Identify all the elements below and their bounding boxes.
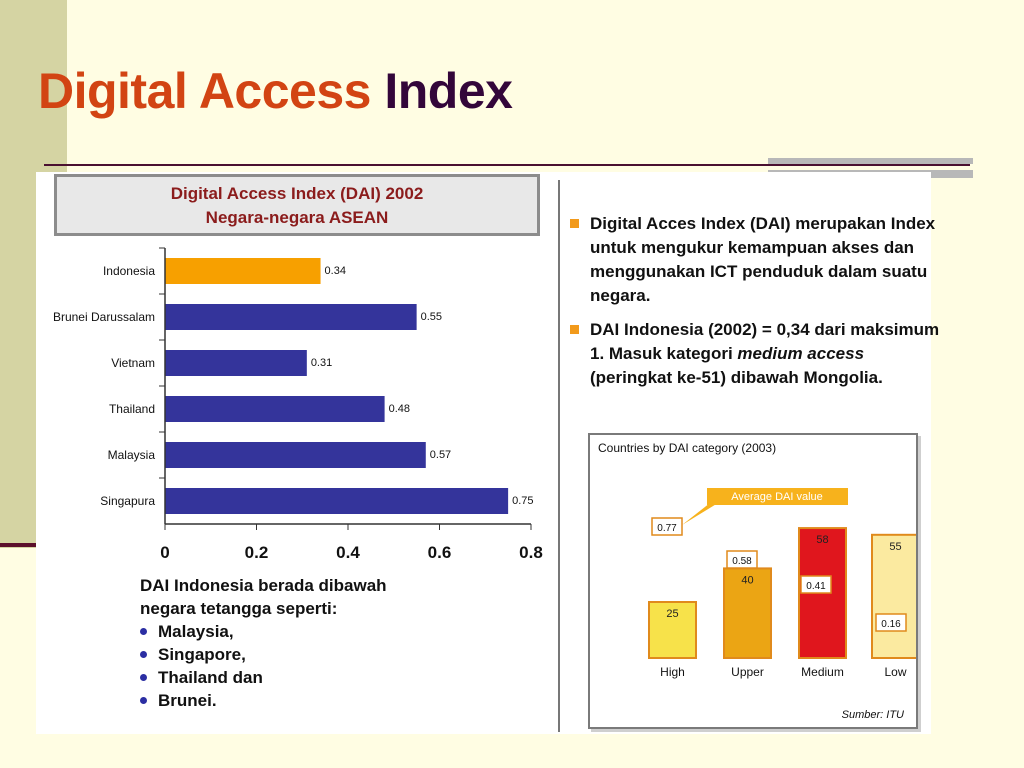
category-label: Brunei Darussalam bbox=[53, 310, 155, 324]
average-label: 0.58 bbox=[732, 556, 752, 567]
value-label: 0.55 bbox=[421, 311, 442, 323]
note-item-text: Brunei. bbox=[158, 691, 217, 710]
right-bullet-item: Digital Acces Index (DAI) merupakan Inde… bbox=[568, 212, 948, 308]
bar bbox=[165, 304, 417, 330]
square-bullet-icon bbox=[570, 325, 579, 334]
content-panel: Digital Access Index (DAI) 2002 Negara-n… bbox=[36, 172, 939, 734]
right-item1-text: Digital Acces Index (DAI) merupakan Inde… bbox=[590, 214, 936, 305]
average-box bbox=[651, 517, 683, 536]
bullet-icon bbox=[140, 697, 147, 704]
category-chart: 25 High 40 Upper 58 Medium 55 Low 0.77 0.58 0.41 0.… bbox=[648, 488, 916, 679]
value-label: 0.34 bbox=[325, 265, 346, 277]
right-bullet-list: Digital Acces Index (DAI) merupakan Inde… bbox=[568, 212, 948, 400]
bullet-icon bbox=[140, 628, 147, 635]
vertical-divider bbox=[558, 180, 560, 732]
right-item2-text-part2: (peringkat ke-51) dibawah Mongolia. bbox=[590, 368, 883, 387]
average-box bbox=[800, 575, 832, 594]
category-label: Indonesia bbox=[103, 264, 155, 278]
slide-title-part2: Index bbox=[384, 63, 513, 119]
source-note: Sumber: ITU bbox=[841, 709, 904, 721]
note-line2: negara tetangga seperti: bbox=[140, 599, 338, 618]
annotation-text: Average DAI value bbox=[731, 491, 823, 503]
category-label: Singapura bbox=[100, 494, 155, 508]
note-list-item: Thailand dan bbox=[140, 666, 387, 689]
average-label: 0.16 bbox=[881, 619, 901, 630]
x-tick-label: 0.6 bbox=[428, 543, 452, 562]
count-label: 25 bbox=[666, 608, 678, 620]
bar bbox=[165, 396, 385, 422]
category-chart-title: Countries by DAI category (2003) bbox=[598, 441, 777, 455]
category-label: Vietnam bbox=[111, 356, 155, 370]
value-label: 0.75 bbox=[512, 495, 533, 507]
dai-bar-chart: Indonesia 0.34 Brunei Darussalam 0.55 Vietna… bbox=[53, 247, 543, 562]
x-tick-label: 0 bbox=[160, 543, 169, 562]
count-label: 58 bbox=[816, 534, 828, 546]
note-line1: DAI Indonesia berada dibawah bbox=[140, 576, 387, 595]
dai-category-chart-box: Countries by DAI category (2003) 25 High 4… bbox=[588, 433, 918, 729]
category-label: Low bbox=[884, 665, 906, 679]
value-label: 0.57 bbox=[430, 449, 451, 461]
average-box bbox=[726, 550, 758, 569]
category-label: High bbox=[660, 665, 685, 679]
note-list-item: Malaysia, bbox=[140, 620, 387, 643]
slide-title: Digital Access Index bbox=[38, 62, 513, 120]
category-bar bbox=[871, 533, 916, 659]
count-label: 40 bbox=[741, 574, 753, 586]
bar bbox=[165, 258, 321, 284]
category-label: Thailand bbox=[109, 402, 155, 416]
category-bar bbox=[648, 601, 697, 659]
x-tick-label: 0.2 bbox=[245, 543, 269, 562]
right-bullet-item: DAI Indonesia (2002) = 0,34 dari maksimu… bbox=[568, 318, 948, 390]
category-label: Malaysia bbox=[108, 448, 156, 462]
category-label: Medium bbox=[801, 665, 844, 679]
bar bbox=[165, 488, 509, 514]
value-label: 0.31 bbox=[311, 357, 332, 369]
average-box bbox=[875, 613, 907, 632]
note-list-item: Singapore, bbox=[140, 643, 387, 666]
right-item2-text-part1: DAI Indonesia (2002) = 0,34 dari maksimu… bbox=[590, 320, 940, 363]
left-decor-line bbox=[0, 543, 67, 547]
right-item2-emphasis: medium access bbox=[737, 344, 865, 363]
bar bbox=[165, 442, 426, 468]
note-text: DAI Indonesia berada dibawah negara teta… bbox=[140, 574, 387, 712]
slide-title-part1: Digital Access bbox=[38, 63, 371, 119]
average-label: 0.77 bbox=[657, 523, 677, 534]
note-item-text: Malaysia, bbox=[158, 622, 234, 641]
note-list: Malaysia, Singapore, Thailand dan Brunei… bbox=[140, 620, 387, 712]
count-label: 55 bbox=[889, 541, 901, 553]
annotation-pointer bbox=[682, 503, 718, 525]
bar bbox=[165, 350, 307, 376]
note-list-item: Brunei. bbox=[140, 689, 387, 712]
annotation-box bbox=[707, 488, 848, 505]
square-bullet-icon bbox=[570, 219, 579, 228]
rule-accent-top bbox=[768, 158, 973, 164]
bullet-icon bbox=[140, 674, 147, 681]
x-tick-label: 0.4 bbox=[336, 543, 360, 562]
chart-title-line1: Digital Access Index (DAI) 2002 bbox=[170, 184, 424, 203]
note-item-text: Thailand dan bbox=[158, 668, 263, 687]
category-label: Upper bbox=[731, 665, 764, 679]
chart-title-box: Digital Access Index (DAI) 2002 Negara-n… bbox=[54, 174, 540, 236]
average-label: 0.41 bbox=[806, 581, 826, 592]
chart-title-line2: Negara-negara ASEAN bbox=[205, 208, 389, 227]
value-label: 0.48 bbox=[389, 403, 410, 415]
x-tick-label: 0.8 bbox=[519, 543, 543, 562]
bullet-icon bbox=[140, 651, 147, 658]
note-item-text: Singapore, bbox=[158, 645, 246, 664]
title-rule bbox=[44, 164, 970, 166]
